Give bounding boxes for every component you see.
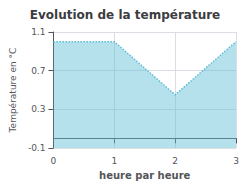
svg-text:2: 2 — [172, 156, 178, 166]
svg-text:-0.1: -0.1 — [28, 143, 46, 153]
svg-text:0.7: 0.7 — [31, 66, 45, 76]
svg-text:0.3: 0.3 — [31, 104, 45, 114]
svg-text:3: 3 — [233, 156, 239, 166]
svg-text:Evolution de la température: Evolution de la température — [30, 8, 221, 22]
svg-text:heure par heure: heure par heure — [99, 170, 190, 181]
svg-text:1: 1 — [111, 156, 117, 166]
svg-text:0: 0 — [51, 156, 57, 166]
svg-text:1.1: 1.1 — [31, 27, 45, 37]
svg-text:Température en °C: Température en °C — [8, 48, 18, 134]
